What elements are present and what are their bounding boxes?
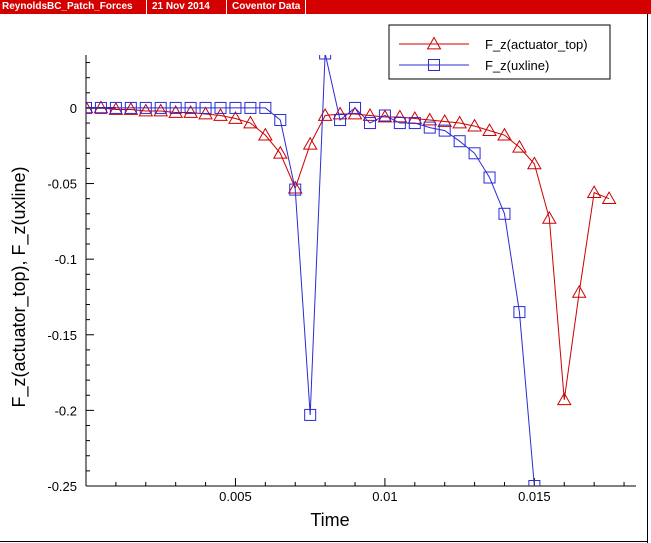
data-point [392,109,408,123]
data-point [272,145,288,159]
frame-border-bottom [0,541,648,542]
data-point [199,101,212,114]
data-point [94,101,107,114]
data-point [586,185,602,198]
legend-label: F_z(actuator_top) [485,37,588,52]
data-point [528,480,541,486]
data-point [452,115,468,129]
data-point [124,101,137,114]
data-point [378,109,391,122]
data-point [498,207,511,220]
data-point [138,103,154,117]
data-point [541,210,557,224]
data-point [332,106,348,120]
legend-box [388,24,611,80]
data-point [497,127,512,141]
x-tick-label: 0.015 [518,489,551,504]
data-point [483,171,496,184]
data-point [184,101,197,114]
x-tick-label: 0.005 [219,489,252,504]
y-tick-label: -0.15 [47,328,77,343]
header-date: 21 Nov 2014 [152,1,210,12]
data-point [168,104,184,118]
data-point [482,123,497,136]
data-point [556,392,572,406]
data-point [257,127,273,141]
data-point [228,111,243,124]
header-separator [305,0,306,14]
data-point [601,191,617,205]
data-point [317,107,333,121]
x-axis-label: Time [310,510,349,530]
header-plot-name: ReynoldsBC_Patch_Forces [2,1,133,12]
data-point [154,101,167,114]
data-point [349,101,362,114]
data-point [362,107,378,121]
data-point [571,284,587,298]
data-point [377,109,393,123]
y-axis-label: F_z(actuator_top), F_z(uxline) [9,166,30,407]
data-point [393,117,406,130]
data-point [302,136,318,150]
y-tick-label: -0.05 [47,177,77,192]
y-tick-label: -0.1 [55,252,77,267]
data-point [123,101,139,115]
data-point [408,117,421,130]
header-separator [146,0,147,14]
data-point [468,147,481,160]
legend-label: F_z(uxline) [485,58,549,73]
data-point [259,101,272,114]
data-point [453,135,466,148]
data-point [334,114,347,127]
x-tick-label: 0.01 [372,489,397,504]
data-point [243,115,258,129]
data-point [426,36,442,50]
data-point [422,112,438,126]
data-point [139,101,152,114]
data-point [527,156,542,170]
data-point [437,114,453,127]
data-point [213,107,228,121]
y-tick-label: -0.25 [47,479,77,494]
data-point [214,101,227,114]
data-point [363,117,376,130]
data-point [513,306,526,319]
data-point [289,183,302,196]
data-point [229,101,242,114]
data-point [467,118,482,132]
y-tick-label: -0.2 [55,403,77,418]
data-point [108,101,124,115]
data-point [438,124,451,137]
data-point [93,100,109,114]
data-point [319,55,332,60]
data-point [304,408,317,421]
data-point [512,139,527,153]
data-point [274,114,287,127]
data-point [244,101,257,114]
axes: 0.005 0.01 0.015 0 -0.05 -0.1 -0.15 -0.2 -0.25 [47,55,636,504]
data-point [169,101,182,114]
data-point [183,104,198,118]
data-point [428,59,440,71]
data-point [423,121,436,134]
series-layer [86,55,617,486]
data-point [153,103,169,117]
header-source: Coventor Data [232,1,301,12]
header-bar: ReynoldsBC_Patch_Forces 21 Nov 2014 Cove… [0,0,651,14]
header-separator [226,0,227,14]
y-tick-label: 0 [70,101,77,116]
series-line [86,107,610,400]
legend: F_z(actuator_top) F_z(uxline) [388,24,611,80]
data-point [109,101,122,114]
series-line [86,55,535,486]
frame-border-right [647,14,648,543]
data-point [86,100,94,114]
data-point [86,101,92,114]
